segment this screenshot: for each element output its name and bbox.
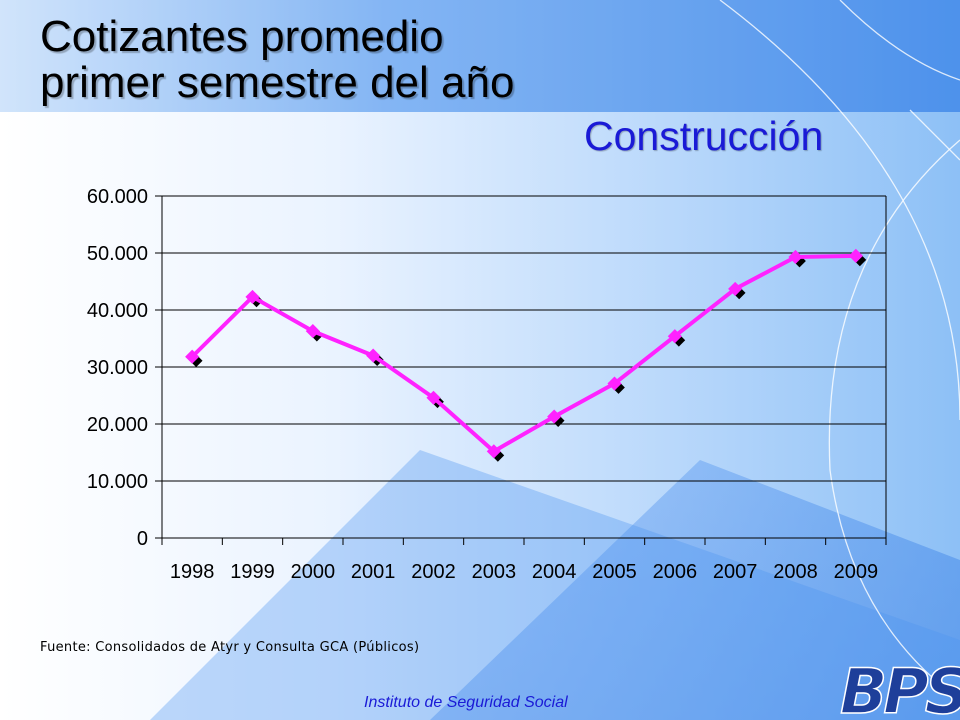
- x-tick-label: 2007: [713, 561, 758, 583]
- x-tick-label: 2002: [411, 561, 456, 583]
- footer-institution: Instituto de Seguridad Social: [364, 694, 568, 711]
- x-tick-label: 2000: [291, 561, 336, 583]
- chart-subtitle: Construcción: [584, 113, 824, 159]
- y-tick-labels: 0 10.000 20.000 30.000 40.000 50.000 60.000: [87, 186, 148, 550]
- data-point: [185, 349, 200, 364]
- data-point: [486, 444, 501, 459]
- logo-text: BPS: [840, 655, 960, 720]
- y-tick-label: 60.000: [87, 186, 148, 208]
- data-point: [728, 281, 743, 296]
- data-point: [607, 376, 622, 391]
- y-tick-label: 20.000: [87, 414, 148, 436]
- x-tick-label: 2001: [351, 561, 396, 583]
- title-line-2: primer semestre del año: [40, 58, 515, 107]
- title-line-1: Cotizantes promedio: [40, 12, 444, 61]
- x-tick-label: 2008: [773, 561, 818, 583]
- data-point: [667, 329, 682, 344]
- x-tick-label: 2005: [592, 561, 637, 583]
- data-point: [366, 348, 381, 363]
- x-tick-label: 2004: [532, 561, 577, 583]
- y-tick-label: 40.000: [87, 300, 148, 322]
- series-line: [190, 253, 856, 454]
- data-point: [547, 409, 562, 424]
- data-point: [788, 249, 803, 265]
- source-note: Fuente: Consolidados de Atyr y Consulta …: [40, 640, 420, 655]
- x-tick-label: 1999: [230, 561, 275, 583]
- slide-title: Cotizantes promedio primer semestre del …: [40, 14, 514, 106]
- x-tick-label: 2003: [472, 561, 517, 583]
- x-tick-labels: 1998 1999 2000 2001 2002 2003 2004 2005 2006 2007…: [170, 561, 878, 583]
- chart-grid: [162, 195, 886, 482]
- y-tick-label: 10.000: [87, 471, 148, 493]
- data-point: [245, 289, 260, 304]
- x-tick-label: 2009: [834, 561, 879, 583]
- data-point: [848, 248, 863, 263]
- y-tick-label: 30.000: [87, 357, 148, 379]
- data-point: [426, 390, 441, 405]
- data-point: [305, 324, 320, 339]
- bps-logo: BPS: [839, 655, 960, 720]
- x-tick-label: 1998: [170, 561, 215, 583]
- y-tick-label: 0: [137, 528, 148, 550]
- chart-axes: [155, 195, 887, 545]
- series-construccion: [185, 248, 867, 462]
- x-tick-label: 2006: [653, 561, 698, 583]
- y-tick-label: 50.000: [87, 243, 148, 265]
